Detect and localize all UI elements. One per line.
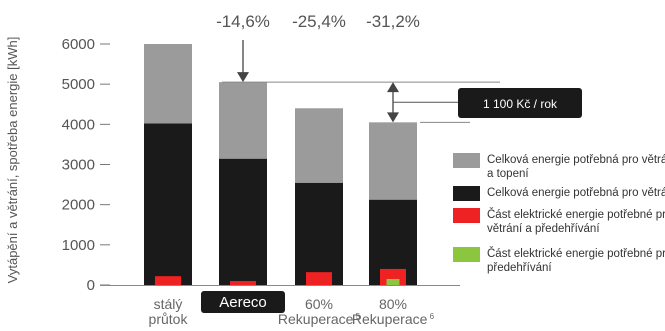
bars bbox=[144, 44, 417, 286]
y-axis-label: Vytápění a větrání, spotřeba energie [kW… bbox=[5, 37, 20, 284]
savings-badge-bg bbox=[458, 88, 582, 118]
legend-item: Část elektrické energie potřebné pro větr… bbox=[453, 208, 665, 235]
y-tick-label: 6000 bbox=[62, 36, 95, 53]
percent-label-rekuperace-60: -25,4% bbox=[292, 12, 346, 31]
x-category-text: Rekuperace 6 bbox=[352, 311, 435, 327]
bar-electric-energy bbox=[230, 280, 256, 285]
legend-item: Část elektrické energie potřebné pro před… bbox=[453, 247, 665, 274]
x-category-label: 80%Rekuperace 6 bbox=[352, 296, 435, 327]
savings-badge-label: 1 100 Kč / rok bbox=[483, 97, 558, 111]
savings-arrow-head-up bbox=[387, 82, 399, 93]
x-category-text: Rekuperace 5 bbox=[278, 311, 361, 327]
bar-ventilation-energy bbox=[219, 158, 267, 285]
y-tick-label: 2000 bbox=[62, 197, 95, 214]
y-tick-label: 0 bbox=[87, 277, 95, 294]
x-category-highlight bbox=[201, 291, 285, 313]
percent-label-aereco: -14,6% bbox=[216, 12, 270, 31]
legend-swatch bbox=[453, 186, 480, 201]
legend-label: a topení bbox=[487, 168, 529, 180]
legend: Celková energie potřebná pro větrání a to… bbox=[453, 153, 665, 274]
y-axis: 0 1000 2000 3000 4000 5000 6000 bbox=[62, 36, 460, 294]
bar-electric-energy bbox=[155, 276, 181, 285]
legend-label: Celková energie potřebná pro větrání bbox=[487, 154, 665, 166]
y-tick-label: 5000 bbox=[62, 76, 95, 93]
legend-label: Část elektrické energie potřebné pro bbox=[487, 247, 665, 260]
x-category-label: 60%Rekuperace 5 bbox=[278, 296, 361, 327]
x-category-text: 80% bbox=[379, 296, 407, 312]
y-tick-label: 4000 bbox=[62, 116, 95, 133]
reduction-arrow-head bbox=[237, 72, 249, 83]
y-tick-label: 1000 bbox=[62, 237, 95, 254]
x-category-text: stálý bbox=[154, 296, 183, 312]
x-category-label: Aereco bbox=[201, 291, 285, 313]
x-category-text: průtok bbox=[149, 311, 189, 327]
legend-label: Část elektrické energie potřebné pro bbox=[487, 208, 665, 221]
legend-item: Celková energie potřebná pro větrání bbox=[453, 186, 665, 201]
legend-label: předehřívání bbox=[487, 262, 552, 274]
legend-label: Celková energie potřebná pro větrání bbox=[487, 187, 665, 199]
legend-label: větrání a předehřívání bbox=[487, 223, 600, 235]
savings-badge: 1 100 Kč / rok bbox=[458, 88, 582, 118]
bar-ventilation-energy bbox=[144, 123, 192, 285]
x-category-text: 60% bbox=[305, 296, 333, 312]
legend-swatch bbox=[453, 153, 480, 168]
x-category-text: Aereco bbox=[219, 294, 267, 311]
percent-label-rekuperace-80: -31,2% bbox=[366, 12, 420, 31]
legend-item: Celková energie potřebná pro větrání a to… bbox=[453, 153, 665, 180]
legend-swatch bbox=[453, 208, 480, 223]
savings-arrow-head-down bbox=[387, 112, 399, 123]
bar-ventilation-energy bbox=[295, 182, 343, 285]
legend-swatch bbox=[453, 247, 480, 262]
bar-preheating-energy bbox=[386, 278, 400, 285]
annotations: -14,6% -25,4% -31,2% 1 100 Kč / rok bbox=[216, 12, 582, 123]
bar-electric-energy bbox=[306, 272, 332, 285]
y-tick-label: 3000 bbox=[62, 157, 95, 174]
